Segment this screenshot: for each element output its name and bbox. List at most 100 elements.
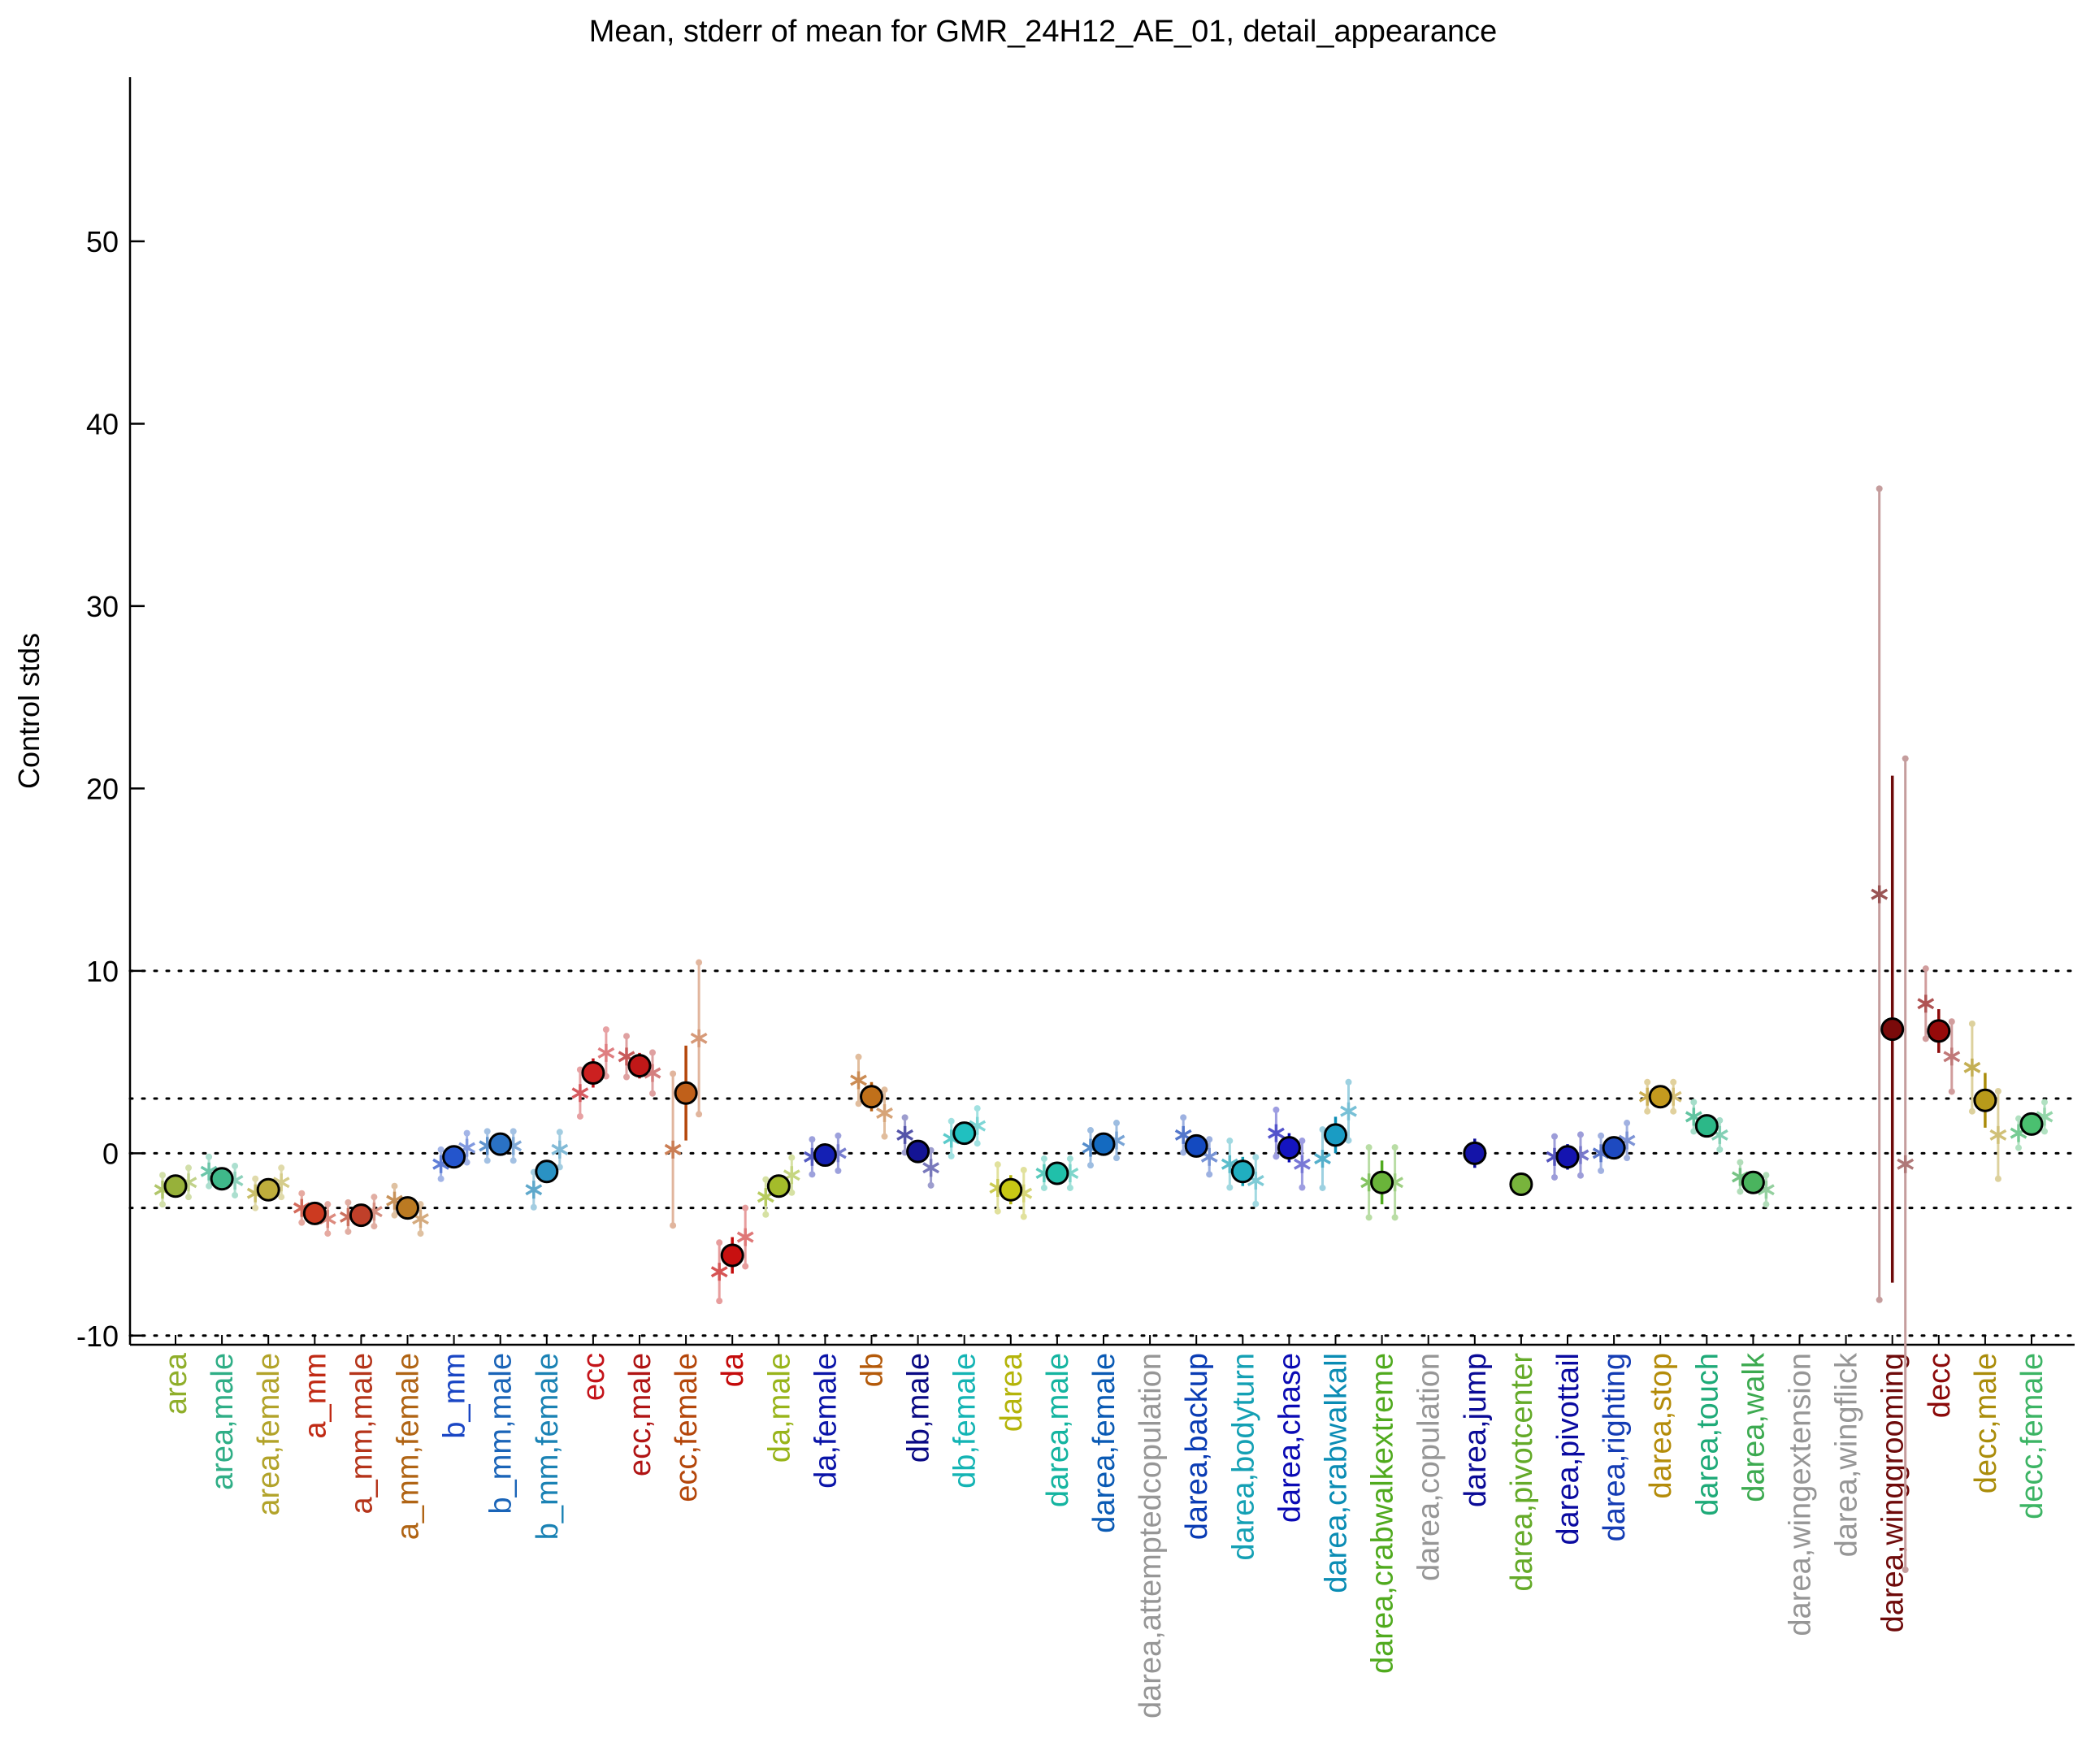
x-tick-label: darea,bodyturn xyxy=(1226,1353,1260,1561)
sample-dot xyxy=(927,1181,935,1189)
sample-dot xyxy=(1365,1144,1373,1151)
x-tick-label: darea,touch xyxy=(1690,1353,1724,1516)
mean-marker xyxy=(1927,1019,1951,1043)
mean-marker xyxy=(1463,1141,1487,1165)
x-tick-label: area,male xyxy=(206,1353,240,1490)
sample-dot xyxy=(1206,1171,1213,1178)
sample-dot xyxy=(2015,1144,2022,1151)
sample-dot xyxy=(1391,1144,1399,1151)
x-tick-label: b_mm,female xyxy=(531,1353,565,1540)
sample-dot xyxy=(1763,1201,1770,1208)
sample-dot xyxy=(623,1033,630,1040)
sample-dot xyxy=(1690,1099,1698,1106)
sample-dot xyxy=(670,1222,677,1229)
sample-dot xyxy=(1319,1184,1326,1191)
sample-dot xyxy=(1113,1155,1120,1162)
sample-dot xyxy=(391,1182,398,1190)
sample-dot xyxy=(1345,1078,1352,1086)
x-tick-label: decc,female xyxy=(2015,1353,2049,1519)
sample-dot xyxy=(1577,1172,1584,1179)
sample-dot xyxy=(1876,485,1883,492)
sample-dot xyxy=(1716,1116,1724,1124)
female-mean-marker xyxy=(690,1029,708,1047)
male-mean-marker xyxy=(571,1084,589,1103)
sample-dot xyxy=(1624,1155,1631,1162)
sample-dot xyxy=(1994,1088,2001,1094)
sample-dot xyxy=(1598,1132,1605,1139)
x-tick-label: b_mm,male xyxy=(484,1353,518,1515)
female-mean-marker xyxy=(1897,1155,1915,1173)
sample-dot xyxy=(159,1201,166,1208)
sample-dot xyxy=(391,1211,398,1219)
sample-dot xyxy=(1670,1078,1677,1086)
x-tick-label: da,male xyxy=(762,1353,796,1463)
x-tick-label: darea,wingflick xyxy=(1830,1352,1864,1557)
sample-dot xyxy=(345,1228,352,1235)
sample-dot xyxy=(716,1239,723,1246)
sample-dot xyxy=(649,1090,656,1097)
mean-marker xyxy=(2019,1112,2044,1136)
sample-dot xyxy=(788,1189,796,1196)
sample-dot xyxy=(1994,1175,2001,1182)
mean-marker xyxy=(442,1145,466,1169)
mean-marker xyxy=(627,1054,652,1078)
y-tick-label: 10 xyxy=(86,955,119,988)
sample-dot xyxy=(345,1198,352,1206)
mean-marker xyxy=(1277,1136,1301,1160)
x-tick-label: darea,female xyxy=(1087,1353,1121,1533)
male-mean-marker xyxy=(1963,1058,1981,1077)
sample-dot xyxy=(278,1194,285,1201)
sample-dot xyxy=(948,1152,955,1159)
sample-dot xyxy=(1273,1106,1280,1113)
mean-marker xyxy=(1741,1170,1765,1194)
x-tick-label: db xyxy=(856,1353,890,1387)
mean-marker xyxy=(163,1174,188,1198)
sample-dot xyxy=(742,1204,749,1211)
sample-dot xyxy=(1273,1153,1280,1160)
mean-marker xyxy=(1230,1159,1255,1184)
x-tick-label: darea,crabwalkextreme xyxy=(1366,1353,1400,1674)
sample-dot xyxy=(1365,1214,1373,1221)
sample-dot xyxy=(1020,1166,1027,1173)
sample-dot xyxy=(788,1154,796,1161)
sample-dot xyxy=(974,1105,981,1112)
x-tick-label: ecc xyxy=(577,1353,611,1401)
mean-marker xyxy=(1184,1133,1208,1158)
x-tick-label: decc xyxy=(1923,1353,1957,1418)
sample-dot xyxy=(602,1026,609,1034)
sample-dot xyxy=(1066,1184,1073,1191)
mean-marker xyxy=(860,1085,883,1109)
sample-dot xyxy=(901,1114,909,1121)
female-mean-marker xyxy=(1340,1102,1357,1120)
sample-dot xyxy=(881,1086,888,1094)
sample-dot xyxy=(1180,1149,1187,1156)
male-mean-marker xyxy=(1917,995,1935,1013)
sample-dot xyxy=(371,1223,378,1230)
female-mean-marker xyxy=(1989,1125,2007,1144)
y-tick-label: 40 xyxy=(86,407,119,440)
x-tick-label: darea,copulation xyxy=(1412,1353,1446,1581)
sample-dot xyxy=(510,1157,517,1164)
sample-dot xyxy=(298,1190,306,1197)
mean-marker xyxy=(1973,1088,1997,1112)
sample-dot xyxy=(1876,1296,1883,1303)
sample-dot xyxy=(696,959,703,966)
sample-dot xyxy=(298,1219,306,1226)
sample-dot xyxy=(1624,1120,1631,1127)
sample-dot xyxy=(2041,1099,2048,1106)
sample-dot xyxy=(484,1128,491,1135)
sample-dot xyxy=(649,1049,656,1056)
x-tick-label: ecc,female xyxy=(670,1353,704,1502)
sample-dot xyxy=(1644,1107,1651,1115)
mean-marker xyxy=(210,1167,234,1191)
mean-marker xyxy=(1045,1161,1069,1185)
sample-dot xyxy=(324,1201,332,1208)
x-tick-label: db,female xyxy=(948,1353,982,1489)
sample-dot xyxy=(1113,1120,1120,1127)
sample-dot xyxy=(232,1163,239,1170)
y-tick-label: 30 xyxy=(86,590,119,623)
sample-dot xyxy=(1226,1138,1234,1145)
x-tick-label: darea,wingextension xyxy=(1784,1353,1818,1636)
mean-marker xyxy=(813,1143,837,1168)
x-tick-label: a_mm xyxy=(298,1353,332,1439)
